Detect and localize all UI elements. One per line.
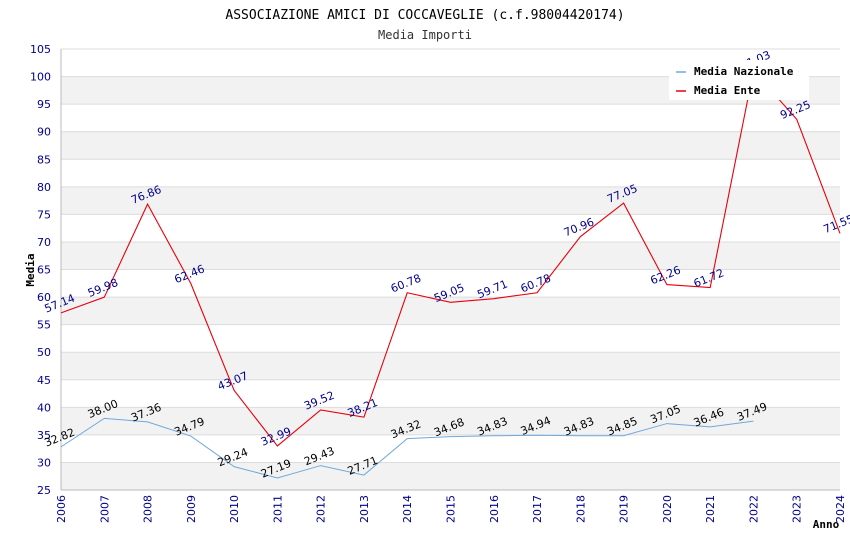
x-tick-label: 2009 bbox=[185, 495, 198, 523]
grid-band bbox=[61, 104, 840, 132]
grid-band bbox=[61, 241, 840, 270]
x-tick-label: 2012 bbox=[315, 495, 328, 523]
y-tick-label: 65 bbox=[37, 264, 51, 277]
series-line-media-nazionale bbox=[60, 417, 754, 479]
grid-band bbox=[61, 297, 840, 325]
x-tick-label: 2008 bbox=[142, 495, 155, 523]
x-tick-label: 2023 bbox=[791, 495, 804, 523]
x-tick-label: 2020 bbox=[661, 495, 674, 523]
legend-entry-media-nazionale: Media Nazionale bbox=[694, 65, 794, 78]
x-tick-label: 2021 bbox=[704, 495, 717, 523]
legend-box bbox=[669, 60, 809, 100]
x-tick-label: 2014 bbox=[401, 495, 414, 523]
grid-band bbox=[61, 379, 840, 408]
grid-band bbox=[61, 159, 840, 187]
y-tick-label: 80 bbox=[37, 181, 51, 194]
grid-band bbox=[61, 434, 840, 463]
series-lines bbox=[60, 69, 841, 479]
x-tick-label: 2011 bbox=[271, 495, 284, 523]
x-axis-ticks: 2006 2007 2008 2009 2010 2011 2012 2013 2014 2015… bbox=[55, 495, 847, 523]
x-tick-label: 2010 bbox=[228, 495, 241, 523]
y-tick-label: 25 bbox=[37, 484, 51, 497]
y-tick-label: 30 bbox=[37, 456, 51, 469]
x-tick-label: 2015 bbox=[445, 495, 458, 523]
chart-subtitle: Media Importi bbox=[378, 28, 472, 42]
chart-title: ASSOCIAZIONE AMICI DI COCCAVEGLIE (c.f.9… bbox=[225, 8, 624, 23]
y-tick-label: 105 bbox=[30, 43, 51, 56]
y-tick-label: 50 bbox=[37, 346, 51, 359]
x-tick-label: 2016 bbox=[488, 495, 501, 523]
y-tick-label: 85 bbox=[37, 153, 51, 166]
legend-entry-media-ente: Media Ente bbox=[694, 84, 761, 97]
y-tick-label: 55 bbox=[37, 319, 51, 332]
x-axis-label: Anno bbox=[813, 518, 840, 531]
x-tick-label: 2019 bbox=[618, 495, 631, 523]
grid-band bbox=[61, 352, 840, 380]
y-axis-label: Media bbox=[24, 253, 37, 286]
legend: Media Nazionale Media Ente bbox=[669, 60, 809, 100]
grid-band bbox=[61, 131, 840, 160]
plot-background bbox=[60, 48, 840, 491]
x-tick-label: 2018 bbox=[574, 495, 587, 523]
y-axis-ticks: 25 30 35 40 45 50 55 60 65 70 75 80 85 90 95 100 105 bbox=[30, 43, 51, 497]
x-tick-label: 2013 bbox=[358, 495, 371, 523]
x-tick-label: 2007 bbox=[98, 495, 111, 523]
y-tick-label: 90 bbox=[37, 126, 51, 139]
grid-band bbox=[61, 186, 840, 215]
y-tick-label: 35 bbox=[37, 429, 51, 442]
grid-band bbox=[61, 324, 840, 353]
y-tick-label: 75 bbox=[37, 208, 51, 221]
y-tick-label: 40 bbox=[37, 401, 51, 414]
x-tick-label: 2022 bbox=[747, 495, 760, 523]
x-tick-label: 2006 bbox=[55, 495, 68, 523]
y-tick-label: 100 bbox=[30, 71, 51, 84]
grid-band bbox=[61, 214, 840, 242]
y-tick-label: 45 bbox=[37, 374, 51, 387]
x-tick-label: 2017 bbox=[531, 495, 544, 523]
y-tick-label: 95 bbox=[37, 98, 51, 111]
x-tick-label: 2024 bbox=[834, 495, 847, 523]
grid-band bbox=[61, 462, 840, 490]
series-line-media-ente bbox=[60, 69, 841, 447]
y-tick-label: 70 bbox=[37, 236, 51, 249]
grid-band bbox=[61, 407, 840, 435]
y-tick-label: 60 bbox=[37, 291, 51, 304]
